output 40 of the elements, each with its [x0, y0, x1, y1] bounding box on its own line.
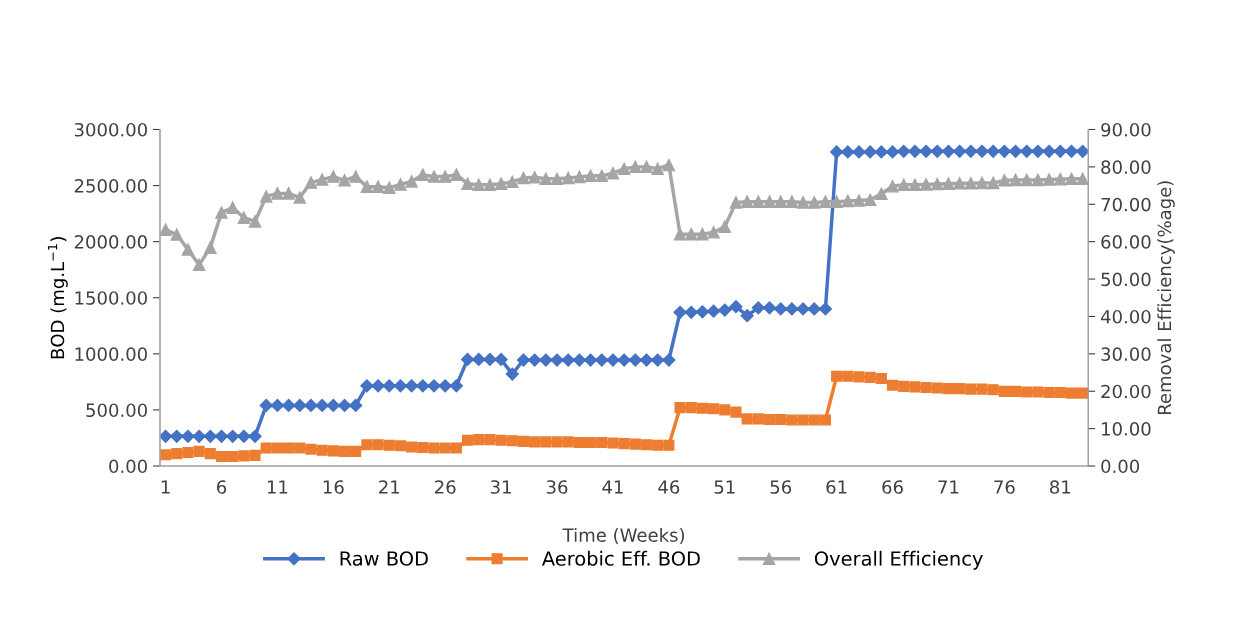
x-tick-label: 1: [161, 480, 170, 494]
y2-tick-label: 90.00: [1101, 122, 1151, 137]
y2-tick-label: 80.00: [1101, 160, 1151, 174]
y2-tick-label: 70.00: [1101, 197, 1151, 212]
x-tick-label: 71: [938, 480, 959, 494]
x-tick-label: 31: [490, 480, 511, 494]
x-tick-label: 61: [826, 480, 847, 494]
x-tick-label: 81: [1050, 480, 1071, 494]
x-tick-label: 11: [267, 480, 288, 494]
x-tick-label: 41: [602, 480, 623, 494]
y-tick-label: 2500.00: [74, 179, 147, 193]
y2-tick-label: 60.00: [1101, 235, 1151, 249]
x-tick-label: 6: [217, 480, 227, 494]
y2-tick-label: 30.00: [1101, 347, 1151, 361]
y-axis-title: BOD (mg.L$^{−1}$): [47, 237, 68, 359]
x-axis-title: Time (Weeks): [562, 527, 685, 545]
y2-tick-label: 50.00: [1101, 272, 1151, 287]
legend-label: Raw BOD: [340, 551, 428, 566]
x-tick-label: 46: [658, 480, 680, 494]
y-tick-label: 1500.00: [75, 291, 147, 305]
x-tick-label: 21: [379, 480, 400, 494]
y-tick-label: 0.00: [109, 459, 147, 474]
y2-tick-label: 10.00: [1102, 422, 1151, 436]
x-tick-label: 16: [323, 480, 344, 494]
legend-label: Aerobic Eff. BOD: [541, 550, 700, 566]
y-tick-label: 2000.00: [74, 235, 147, 249]
legend-label: Overall Efficiency: [814, 550, 983, 570]
y-tick-label: 1000.00: [75, 347, 147, 361]
x-tick-label: 66: [882, 480, 903, 494]
x-tick-label: 76: [994, 480, 1015, 494]
y2-tick-label: 20.00: [1101, 384, 1151, 399]
y-tick-label: 3000.00: [74, 122, 147, 137]
x-tick-label: 26: [435, 480, 456, 494]
y2-tick-label: 0.00: [1101, 459, 1140, 474]
x-tick-label: 36: [546, 480, 568, 494]
x-tick-label: 51: [714, 480, 735, 494]
y2-tick-label: 40.00: [1100, 309, 1151, 324]
y-tick-label: 500.00: [86, 403, 147, 418]
x-tick-label: 56: [770, 480, 792, 494]
y2-axis-title: Removal Efficiency(%age): [1157, 181, 1175, 415]
